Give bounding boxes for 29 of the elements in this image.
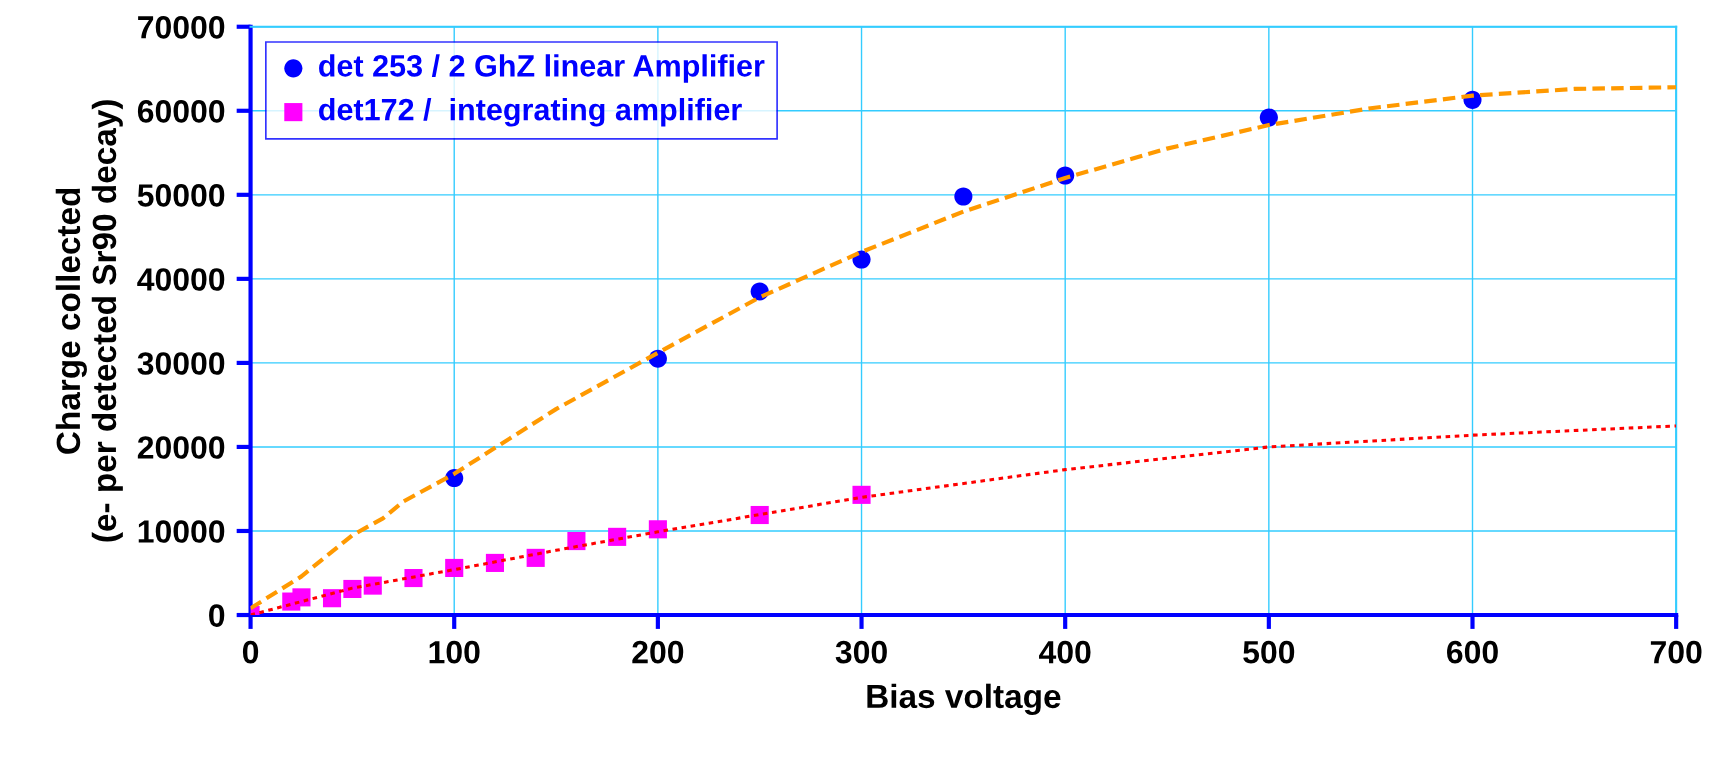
- x-tick-label: 400: [1039, 640, 1091, 664]
- y-axis-title: Charge collected (e- per detected Sr90 decay): [55, 100, 123, 542]
- x-tick-label: 700: [1650, 640, 1702, 664]
- x-tick-label: 100: [429, 640, 480, 664]
- y-tick-label: 0: [209, 604, 225, 627]
- x-tick-label: 300: [835, 640, 887, 664]
- y-tick-label: 60000: [137, 100, 225, 123]
- y-tick-label: 70000: [138, 16, 225, 39]
- point: [750, 505, 769, 525]
- point: [292, 588, 311, 607]
- point: [852, 485, 871, 504]
- point: [648, 520, 667, 539]
- legend-label: det 253 / 2 GhZ linear Amplifier: [319, 54, 765, 83]
- point: [954, 187, 973, 206]
- x-axis-title: Bias voltage: [867, 683, 1061, 715]
- point: [363, 576, 382, 595]
- y-tick-label: 40000: [137, 268, 225, 291]
- x-tick-label: 200: [632, 640, 684, 664]
- y-tick-label: 10000: [138, 520, 225, 543]
- x-tick-label: 0: [242, 640, 259, 664]
- x-tick-label: 600: [1447, 640, 1498, 664]
- x-tick-label: 500: [1243, 640, 1295, 664]
- point: [1259, 108, 1278, 127]
- y-tick-label: 50000: [137, 184, 225, 207]
- point: [322, 589, 342, 608]
- point: [608, 527, 627, 546]
- legend-label: det172 / integrating amplifier: [319, 98, 742, 127]
- y-tick-label: 20000: [137, 436, 225, 459]
- y-tick-label: 30000: [137, 352, 225, 375]
